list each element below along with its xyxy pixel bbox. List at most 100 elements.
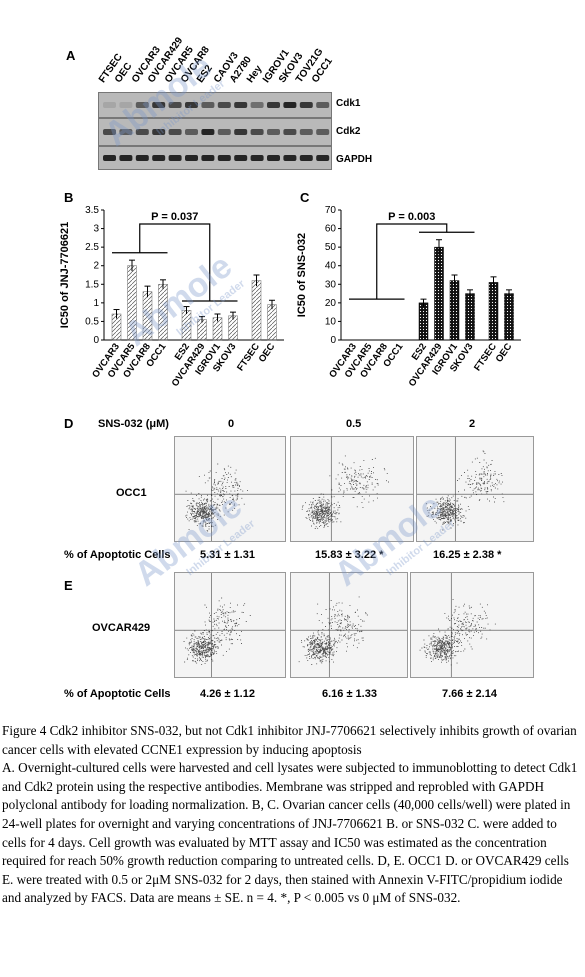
scatter-points xyxy=(301,455,389,529)
ovcar429-label: OVCAR429 xyxy=(92,622,151,634)
dose-2: 2 xyxy=(469,418,476,430)
blot-band xyxy=(250,102,264,108)
facs-occ1-05 xyxy=(290,436,414,542)
blot-band xyxy=(283,102,297,108)
blot-band xyxy=(185,155,198,161)
cdk2-label: Cdk2 xyxy=(336,126,361,137)
blot-band xyxy=(234,102,248,108)
blot-band xyxy=(152,102,166,108)
y-tick-label: 2 xyxy=(93,261,99,272)
blot-band xyxy=(217,129,231,135)
scatter-points xyxy=(185,463,248,532)
bar xyxy=(127,265,137,341)
bar xyxy=(158,284,168,341)
blot-band xyxy=(217,155,231,161)
scatter-points xyxy=(425,450,505,531)
y-tick-label: 0 xyxy=(93,335,99,346)
p-value-label: P = 0.037 xyxy=(151,211,198,223)
facs-ovcar429-2 xyxy=(410,572,534,678)
blot-band xyxy=(119,102,133,108)
dose-05: 0.5 xyxy=(346,418,362,430)
p-value-label: P = 0.003 xyxy=(388,211,435,223)
y-tick-label: 50 xyxy=(325,242,337,253)
blot-band xyxy=(267,155,280,161)
treatment-label: SNS-032 (μM) xyxy=(98,418,169,430)
scatter-points xyxy=(419,599,496,666)
y-tick-label: 30 xyxy=(325,279,337,290)
blot-band xyxy=(299,102,313,108)
blot-band xyxy=(168,155,182,161)
d-value-05: 15.83 ± 3.22 * xyxy=(315,549,384,561)
blot-band xyxy=(201,155,215,161)
y-tick-label: 70 xyxy=(325,205,337,216)
cdk1-blot xyxy=(98,92,332,118)
bar xyxy=(197,319,207,341)
category-label: OEC xyxy=(257,341,278,364)
y-tick-label: 2.5 xyxy=(85,242,99,253)
cdk2-blot xyxy=(98,118,332,146)
blot-band xyxy=(185,129,198,135)
panel-a-letter: A xyxy=(66,48,76,63)
bar xyxy=(418,302,429,341)
category-label: OEC xyxy=(494,341,515,364)
y-tick-label: 1 xyxy=(93,298,99,309)
blot-band xyxy=(152,155,166,161)
bar xyxy=(251,280,262,341)
y-tick-label: 20 xyxy=(325,298,337,309)
blot-band xyxy=(316,155,330,161)
y-axis-label: IC50 of JNJ-7706621 xyxy=(59,222,71,328)
caption-body: A. Overnight-cultured cells were harvest… xyxy=(2,760,578,906)
d-value-0: 5.31 ± 1.31 xyxy=(200,549,255,561)
blot-band xyxy=(201,129,215,135)
occ1-label: OCC1 xyxy=(116,487,147,499)
blot-band xyxy=(135,155,149,161)
bar xyxy=(181,310,192,341)
facs-occ1-2 xyxy=(416,436,534,542)
blot-band xyxy=(316,102,330,108)
blot-band xyxy=(168,102,182,108)
blot-band xyxy=(299,155,313,161)
facs-ovcar429-0 xyxy=(174,572,286,678)
d-apoptotic-label: % of Apoptotic Cells xyxy=(64,549,171,561)
bar xyxy=(465,293,475,341)
bar xyxy=(488,282,499,341)
blot-band xyxy=(168,129,182,135)
blot-band xyxy=(234,129,248,135)
blot-band xyxy=(152,129,166,135)
blot-band xyxy=(283,129,297,135)
scatter-points xyxy=(183,597,251,665)
y-tick-label: 60 xyxy=(325,224,337,235)
bar xyxy=(267,304,277,341)
e-value-05: 6.16 ± 1.33 xyxy=(322,688,377,700)
blot-band xyxy=(185,102,198,108)
y-tick-label: 1.5 xyxy=(85,279,99,290)
facs-ovcar429-05 xyxy=(290,572,408,678)
blot-band xyxy=(250,129,264,135)
scatter-points xyxy=(298,596,368,665)
blot-band xyxy=(217,102,231,108)
blot-band xyxy=(119,155,133,161)
significance-bracket xyxy=(139,223,211,301)
y-tick-label: 3.5 xyxy=(85,205,99,216)
facs-occ1-0 xyxy=(174,436,286,542)
e-value-2: 7.66 ± 2.14 xyxy=(442,688,497,700)
blot-band xyxy=(283,155,297,161)
blot-band xyxy=(103,129,116,135)
blot-band xyxy=(316,129,330,135)
bar xyxy=(504,293,514,341)
figure-caption: Figure 4 Cdk2 inhibitor SNS-032, but not… xyxy=(2,722,580,908)
blot-band xyxy=(267,102,280,108)
panel-e-letter: E xyxy=(64,578,73,593)
blot-band xyxy=(201,102,215,108)
panel-c-letter: C xyxy=(300,190,310,205)
dose-0: 0 xyxy=(228,418,235,430)
y-axis-label: IC50 of SNS-032 xyxy=(296,233,308,317)
blot-band xyxy=(119,129,133,135)
e-apoptotic-label: % of Apoptotic Cells xyxy=(64,688,171,700)
y-tick-label: 0 xyxy=(330,335,336,346)
gapdh-blot xyxy=(98,146,332,170)
blot-band xyxy=(234,155,248,161)
blot-band xyxy=(103,155,116,161)
